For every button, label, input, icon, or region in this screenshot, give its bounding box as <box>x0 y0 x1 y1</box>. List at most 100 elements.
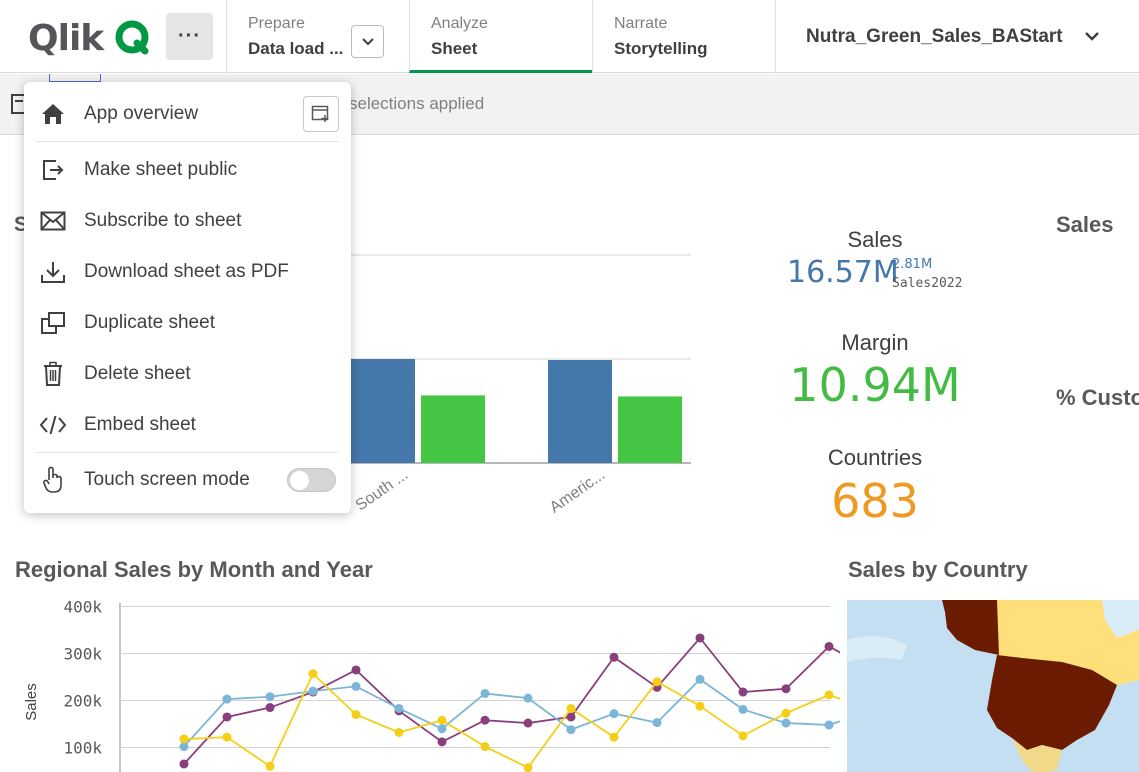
point-series-yellow <box>738 731 748 741</box>
kpi-margin-label: Margin <box>841 330 909 355</box>
menu-label: Make sheet public <box>84 159 238 180</box>
bar-2-series-2 <box>618 396 682 463</box>
kpi-sales-value: 16.57M <box>787 255 899 290</box>
tab-analyze-main: Sheet <box>431 39 478 58</box>
point-series-blue <box>566 725 576 735</box>
sales-by-country-title: Sales by Country <box>848 557 1028 582</box>
menu-item-app-overview[interactable]: App overview <box>24 91 351 137</box>
point-series-purple <box>566 712 576 722</box>
code-icon <box>39 411 67 439</box>
y-tick-label: 200k <box>63 692 102 711</box>
point-series-yellow <box>695 701 705 711</box>
menu-item-touch-mode[interactable]: Touch screen mode <box>24 457 351 503</box>
point-series-blue <box>738 704 748 714</box>
point-series-blue <box>609 709 619 719</box>
map-greenland <box>1102 600 1139 638</box>
menu-label: Duplicate sheet <box>84 312 215 333</box>
y-axis-label: Sales <box>23 683 40 721</box>
trash-icon <box>39 360 67 388</box>
menu-item-delete[interactable]: Delete sheet <box>24 351 351 397</box>
point-series-blue <box>351 681 361 691</box>
point-series-blue <box>523 693 533 703</box>
menu-label: Download sheet as PDF <box>84 261 289 282</box>
point-series-purple <box>738 687 748 697</box>
ellipsis-icon: ··· <box>178 25 201 47</box>
app-title-dropdown[interactable]: Nutra_Green_Sales_BAStart <box>775 0 1139 73</box>
point-series-blue <box>179 742 189 752</box>
open-in-new-tab-button[interactable] <box>303 96 339 132</box>
map-alaska <box>942 600 999 655</box>
menu-label: Embed sheet <box>84 414 196 435</box>
regional-sales-line-chart[interactable]: 100k 200k 300k 400k Sales <box>10 595 840 772</box>
tab-prepare[interactable]: Prepare Data load ... <box>226 0 409 73</box>
y-tick-label: 400k <box>63 598 102 617</box>
tab-analyze[interactable]: Analyze Sheet <box>409 0 592 73</box>
menu-item-download-pdf[interactable]: Download sheet as PDF <box>24 249 351 295</box>
qlik-logo[interactable]: Qlik <box>28 16 158 59</box>
tab-narrate[interactable]: Narrate Storytelling <box>592 0 775 73</box>
tab-narrate-main: Storytelling <box>614 39 708 58</box>
menu-divider <box>36 452 339 453</box>
kpi-sales-sublabel: Sales2022 <box>892 276 963 291</box>
menu-item-make-public[interactable]: Make sheet public <box>24 147 351 193</box>
point-series-purple <box>437 737 447 747</box>
point-series-blue <box>480 688 490 698</box>
point-series-purple <box>824 641 834 651</box>
point-series-blue <box>824 720 834 730</box>
menu-item-subscribe[interactable]: Subscribe to sheet <box>24 198 351 244</box>
point-series-yellow <box>652 677 662 687</box>
bar-category-label: South ... <box>353 466 412 514</box>
sheet-tab-outline <box>49 74 101 82</box>
more-menu-button[interactable]: ··· <box>166 13 213 60</box>
point-series-yellow <box>222 732 232 742</box>
sales-chart-title: Sales <box>1056 212 1114 237</box>
menu-item-embed[interactable]: Embed sheet <box>24 402 351 448</box>
menu-item-duplicate[interactable]: Duplicate sheet <box>24 300 351 346</box>
download-icon <box>39 258 67 286</box>
kpi-sales-subvalue: 2.81M <box>892 257 933 272</box>
tab-analyze-sub: Analyze <box>431 15 488 32</box>
chevron-down-icon <box>1085 32 1099 42</box>
touch-mode-toggle[interactable] <box>287 468 336 492</box>
prepare-dropdown-button[interactable] <box>351 25 384 58</box>
sales-by-country-map[interactable] <box>847 600 1139 772</box>
tab-narrate-sub: Narrate <box>614 15 668 32</box>
map-canada <box>997 600 1139 685</box>
point-series-blue <box>437 724 447 734</box>
point-series-purple <box>695 633 705 643</box>
point-series-yellow <box>480 742 490 752</box>
menu-divider <box>36 141 339 142</box>
point-series-purple <box>781 684 791 694</box>
bar-1-series-2 <box>421 395 485 463</box>
point-series-yellow <box>351 710 361 720</box>
map-islands <box>847 636 907 662</box>
kpi-sales-label: Sales <box>847 227 903 252</box>
point-series-yellow <box>308 669 318 679</box>
kpi-margin-value: 10.94M <box>789 358 961 412</box>
kpi-countries-value: 683 <box>831 474 919 528</box>
toggle-knob <box>290 471 309 490</box>
point-series-yellow <box>566 703 576 713</box>
point-series-purple <box>222 712 232 722</box>
menu-label: Subscribe to sheet <box>84 210 242 231</box>
point-series-yellow <box>523 763 533 772</box>
bar-2-series-1 <box>548 360 612 463</box>
y-tick-label: 100k <box>63 739 102 758</box>
point-series-purple <box>265 703 275 713</box>
home-icon <box>39 100 67 128</box>
point-series-blue <box>781 718 791 728</box>
point-series-purple <box>609 652 619 662</box>
regional-sales-title: Regional Sales by Month and Year <box>15 557 373 582</box>
region-bar-chart[interactable]: South ... Americ... <box>0 240 720 540</box>
point-series-yellow <box>179 734 189 744</box>
point-series-blue <box>394 703 404 713</box>
new-window-icon <box>311 105 329 122</box>
touch-icon <box>39 466 67 494</box>
menu-label: Delete sheet <box>84 363 191 384</box>
logo-text: Qlik <box>28 18 105 58</box>
point-series-blue <box>652 718 662 728</box>
point-series-purple <box>523 718 533 728</box>
point-series-yellow <box>609 732 619 742</box>
point-series-yellow <box>394 727 404 737</box>
